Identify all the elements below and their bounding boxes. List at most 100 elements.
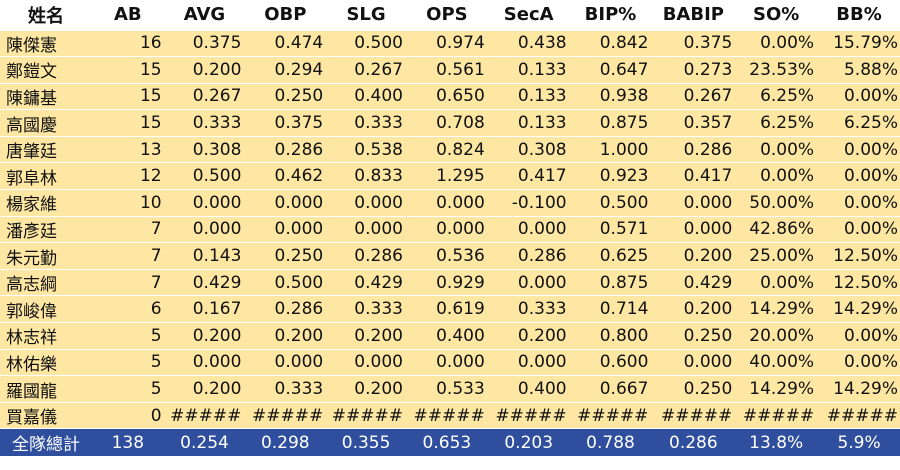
total-cell[interactable]: 5.9% [816, 428, 900, 458]
stat-cell-seca[interactable]: 0.000 [486, 216, 569, 244]
player-name-cell[interactable]: 林志祥 [0, 322, 90, 350]
stat-cell-ops[interactable]: 0.929 [404, 269, 487, 297]
stat-cell-bb[interactable]: 0.00% [816, 189, 900, 217]
total-cell[interactable]: 0.788 [568, 428, 651, 458]
stat-cell-so[interactable]: 0.00% [734, 162, 817, 191]
stat-cell-obp[interactable]: 0.000 [243, 349, 326, 377]
stat-cell-bip[interactable]: ##### [568, 402, 651, 430]
stat-cell-slg[interactable]: 0.500 [325, 30, 405, 58]
stat-cell-so[interactable]: 20.00% [734, 322, 817, 350]
total-cell[interactable]: 0.653 [404, 428, 487, 458]
player-name-cell[interactable]: 陳傑憲 [0, 30, 90, 58]
stat-cell-so[interactable]: 6.25% [734, 109, 817, 137]
stat-cell-babip[interactable]: 0.267 [650, 83, 735, 111]
stat-cell-ab[interactable]: 10 [90, 189, 164, 217]
stat-cell-bip[interactable]: 0.923 [568, 162, 651, 191]
player-name-cell[interactable]: 楊家維 [0, 189, 90, 217]
stat-cell-obp[interactable]: 0.462 [243, 162, 326, 191]
stat-cell-ab[interactable]: 15 [90, 56, 164, 84]
stat-cell-bip[interactable]: 0.938 [568, 83, 651, 111]
stat-cell-bb[interactable]: 0.00% [816, 162, 900, 191]
stat-cell-seca[interactable]: 0.308 [486, 136, 569, 164]
stat-cell-ab[interactable]: 16 [90, 30, 164, 58]
stat-cell-seca[interactable]: -0.100 [486, 189, 569, 217]
stat-cell-bip[interactable]: 0.500 [568, 189, 651, 217]
stat-cell-obp[interactable]: 0.500 [243, 269, 326, 297]
stat-cell-ops[interactable]: 0.536 [404, 242, 487, 270]
stat-cell-obp[interactable]: 0.286 [243, 136, 326, 164]
stat-cell-bb[interactable]: 0.00% [816, 322, 900, 350]
stat-cell-slg[interactable]: 0.333 [325, 295, 405, 324]
stat-cell-babip[interactable]: 0.429 [650, 269, 735, 297]
stat-cell-bip[interactable]: 0.667 [568, 375, 651, 403]
stat-cell-bip[interactable]: 0.647 [568, 56, 651, 84]
stat-cell-slg[interactable]: 0.538 [325, 136, 405, 164]
total-cell[interactable]: 0.298 [243, 428, 326, 458]
stat-cell-seca[interactable]: 0.400 [486, 375, 569, 403]
stat-cell-ab[interactable]: 5 [90, 375, 164, 403]
stat-cell-babip[interactable]: 0.200 [650, 242, 735, 270]
stat-cell-so[interactable]: 42.86% [734, 216, 817, 244]
stat-cell-so[interactable]: 25.00% [734, 242, 817, 270]
player-name-cell[interactable]: 鄭鎧文 [0, 56, 90, 84]
player-name-cell[interactable]: 郭阜林 [0, 162, 90, 191]
stat-cell-so[interactable]: 50.00% [734, 189, 817, 217]
stat-cell-so[interactable]: 14.29% [734, 375, 817, 403]
stat-cell-so[interactable]: 40.00% [734, 349, 817, 377]
stat-cell-slg[interactable]: 0.000 [325, 216, 405, 244]
stat-cell-so[interactable]: 6.25% [734, 83, 817, 111]
header-cell-babip[interactable]: BABIP [650, 0, 735, 31]
stat-cell-slg[interactable]: 0.000 [325, 189, 405, 217]
stat-cell-bip[interactable]: 0.714 [568, 295, 651, 324]
stat-cell-bb[interactable]: 6.25% [816, 109, 900, 137]
stat-cell-obp[interactable]: 0.294 [243, 56, 326, 84]
stat-cell-bb[interactable]: 14.29% [816, 295, 900, 324]
stat-cell-bb[interactable]: 15.79% [816, 30, 900, 58]
player-name-cell[interactable]: 郭峻偉 [0, 295, 90, 324]
stat-cell-bb[interactable]: 0.00% [816, 136, 900, 164]
stat-cell-avg[interactable]: 0.375 [163, 30, 244, 58]
stat-cell-avg[interactable]: 0.000 [163, 216, 244, 244]
stat-cell-bb[interactable]: 5.88% [816, 56, 900, 84]
stat-cell-bb[interactable]: 0.00% [816, 216, 900, 244]
player-name-cell[interactable]: 唐肇廷 [0, 136, 90, 164]
stat-cell-seca[interactable]: 0.133 [486, 83, 569, 111]
player-name-cell[interactable]: 潘彥廷 [0, 216, 90, 244]
stat-cell-avg[interactable]: ##### [163, 402, 244, 430]
total-cell[interactable]: 138 [90, 428, 164, 458]
stat-cell-seca[interactable]: 0.200 [486, 322, 569, 350]
total-cell[interactable]: 全隊總計 [0, 428, 90, 458]
stat-cell-obp[interactable]: 0.333 [243, 375, 326, 403]
stat-cell-ops[interactable]: 0.400 [404, 322, 487, 350]
stat-cell-ab[interactable]: 7 [90, 216, 164, 244]
stat-cell-avg[interactable]: 0.429 [163, 269, 244, 297]
stat-cell-babip[interactable]: ##### [650, 402, 735, 430]
stat-cell-ab[interactable]: 6 [90, 295, 164, 324]
total-cell[interactable]: 0.254 [163, 428, 244, 458]
stat-cell-obp[interactable]: 0.474 [243, 30, 326, 58]
stat-cell-so[interactable]: 0.00% [734, 269, 817, 297]
player-name-cell[interactable]: 買嘉儀 [0, 402, 90, 430]
stat-cell-slg[interactable]: 0.267 [325, 56, 405, 84]
stat-cell-ab[interactable]: 7 [90, 269, 164, 297]
stat-cell-ops[interactable]: 0.000 [404, 216, 487, 244]
stat-cell-ab[interactable]: 5 [90, 349, 164, 377]
stat-cell-obp[interactable]: 0.286 [243, 295, 326, 324]
stat-cell-babip[interactable]: 0.417 [650, 162, 735, 191]
player-name-cell[interactable]: 高國慶 [0, 109, 90, 137]
stat-cell-ab[interactable]: 0 [90, 402, 164, 430]
stat-cell-bb[interactable]: 12.50% [816, 242, 900, 270]
stat-cell-so[interactable]: 0.00% [734, 30, 817, 58]
stat-cell-bip[interactable]: 0.800 [568, 322, 651, 350]
stat-cell-so[interactable]: ##### [734, 402, 817, 430]
stat-cell-bb[interactable]: 14.29% [816, 375, 900, 403]
stat-cell-babip[interactable]: 0.000 [650, 216, 735, 244]
stat-cell-obp[interactable]: 0.250 [243, 242, 326, 270]
total-cell[interactable]: 0.355 [325, 428, 405, 458]
stat-cell-obp[interactable]: 0.000 [243, 189, 326, 217]
stat-cell-bb[interactable]: ##### [816, 402, 900, 430]
header-cell-obp[interactable]: OBP [243, 0, 326, 31]
stat-cell-bip[interactable]: 0.600 [568, 349, 651, 377]
stat-cell-ops[interactable]: 0.708 [404, 109, 487, 137]
stat-cell-slg[interactable]: 0.429 [325, 269, 405, 297]
